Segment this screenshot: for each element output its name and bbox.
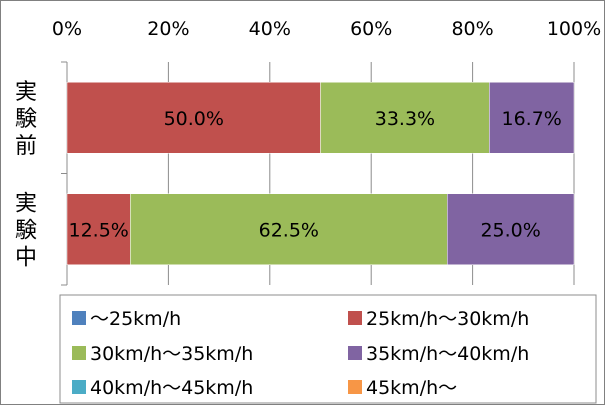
legend-label: 〜25km/h <box>90 308 181 330</box>
bar-segment <box>320 82 490 154</box>
legend-swatch <box>72 346 86 360</box>
x-tick-label: 60% <box>350 18 392 40</box>
legend-swatch <box>348 380 362 394</box>
bar-segment <box>447 193 575 265</box>
legend-label: 30km/h〜35km/h <box>90 343 253 365</box>
bar-segment <box>130 193 448 265</box>
category-label: 実験中 <box>15 191 37 270</box>
x-tick-label: 20% <box>147 18 189 40</box>
x-tick-label: 0% <box>52 18 82 40</box>
legend-swatch <box>348 346 362 360</box>
data-label: 33.3% <box>375 108 435 130</box>
x-tick-label: 80% <box>451 18 493 40</box>
bar-segment <box>489 82 575 154</box>
legend-swatch <box>72 380 86 394</box>
x-tick-label: 100% <box>547 18 601 40</box>
data-label: 16.7% <box>501 108 561 130</box>
legend-swatch <box>348 311 362 325</box>
legend: 〜25km/h 25km/h〜30km/h 30km/h〜35km/h 35km/h〜… <box>59 294 597 404</box>
bar-segment <box>66 82 321 154</box>
x-tick-label: 40% <box>249 18 291 40</box>
bars: 50.0% 33.3% 16.7% 12.5% 62.5% 25.0% <box>66 82 575 265</box>
data-label: 62.5% <box>259 219 319 241</box>
legend-box <box>59 294 597 404</box>
legend-swatch <box>72 311 86 325</box>
legend-label: 25km/h〜30km/h <box>366 308 529 330</box>
data-label: 50.0% <box>164 108 224 130</box>
legend-label: 40km/h〜45km/h <box>90 377 253 399</box>
data-label: 25.0% <box>480 219 540 241</box>
legend-label: 35km/h〜40km/h <box>366 343 529 365</box>
data-label: 12.5% <box>69 219 129 241</box>
legend-label: 45km/h〜 <box>366 377 457 399</box>
category-label: 実験前 <box>15 80 37 159</box>
x-tick-labels: 0% 20% 40% 60% 80% 100% <box>52 18 601 40</box>
bar-segment <box>66 193 131 265</box>
